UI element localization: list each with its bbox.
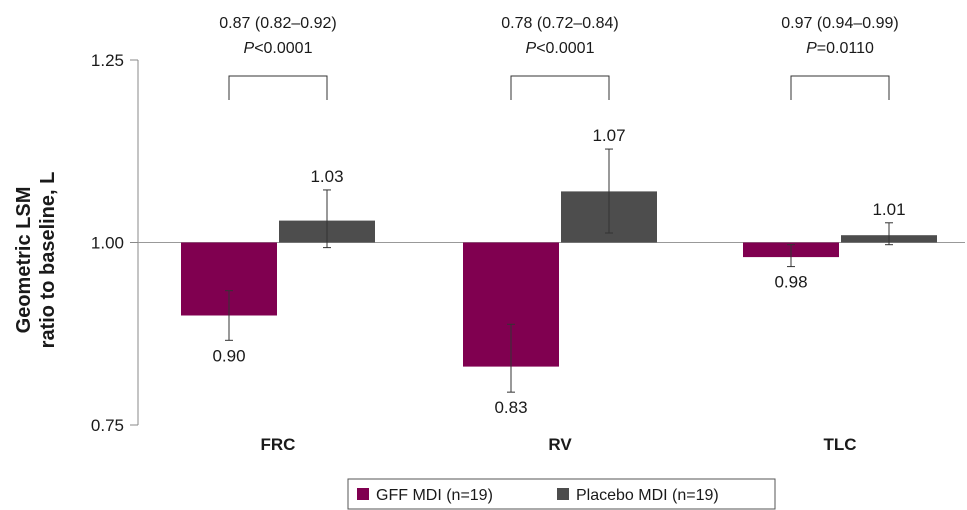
y-tick-label: 0.75 — [91, 416, 124, 435]
p-value-annotation: P<0.0001 — [526, 40, 595, 57]
value-label: 0.90 — [212, 346, 245, 365]
p-value: <0.0001 — [536, 40, 594, 57]
y-axis-title-line: ratio to baseline, L — [37, 172, 59, 349]
ratio-annotation: 0.78 (0.72–0.84) — [501, 15, 618, 32]
ratio-annotation: 0.97 (0.94–0.99) — [781, 15, 898, 32]
legend-swatch — [557, 488, 569, 500]
p-symbol: P — [526, 40, 537, 57]
p-value-annotation: P=0.0110 — [806, 40, 874, 57]
p-value: <0.0001 — [254, 40, 312, 57]
category-label: TLC — [823, 435, 856, 454]
y-tick-label: 1.25 — [91, 51, 124, 70]
y-axis-title: Geometric LSM ratio to baseline, L — [13, 172, 59, 349]
ratio-annotation: 0.87 (0.82–0.92) — [219, 15, 336, 32]
p-symbol: P — [806, 40, 817, 57]
comparison-bracket — [790, 75, 890, 100]
legend-label: GFF MDI (n=19) — [376, 487, 493, 504]
value-label: 1.03 — [310, 167, 343, 186]
value-label: 1.07 — [592, 126, 625, 145]
comparison-bracket — [510, 75, 610, 100]
legend-swatch — [357, 488, 369, 500]
y-axis-title-line: Geometric LSM — [13, 187, 35, 334]
value-label: 0.83 — [494, 398, 527, 417]
comparison-bracket — [228, 75, 328, 100]
category-label: FRC — [261, 435, 296, 454]
p-value: =0.0110 — [817, 40, 874, 57]
value-label: 0.98 — [774, 273, 807, 292]
legend-label: Placebo MDI (n=19) — [576, 487, 719, 504]
y-tick-label: 1.00 — [91, 234, 124, 253]
value-label: 1.01 — [872, 200, 905, 219]
p-symbol: P — [244, 40, 255, 57]
category-label: RV — [548, 435, 572, 454]
p-value-annotation: P<0.0001 — [244, 40, 313, 57]
